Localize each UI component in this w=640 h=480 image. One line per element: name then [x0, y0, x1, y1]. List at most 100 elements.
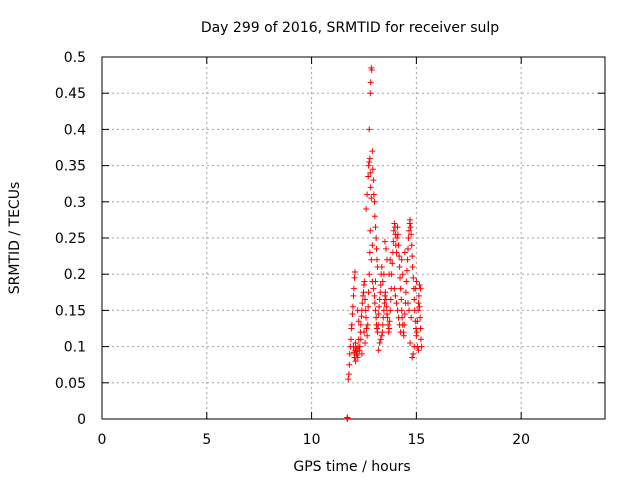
data-point [383, 303, 390, 310]
y-tick-labels: 0 0.05 0.1 0.15 0.2 0.25 0.3 0.35 0.4 0.45 0.5 [55, 50, 86, 428]
data-point [398, 256, 405, 263]
x-tick-label: 15 [407, 432, 425, 448]
data-point [413, 329, 420, 336]
data-point [370, 191, 377, 198]
data-point [393, 249, 400, 256]
y-tick-label: 0.4 [64, 122, 86, 138]
x-tick-labels: 0 5 10 15 20 [98, 432, 531, 448]
data-point [352, 339, 359, 346]
data-point [369, 148, 376, 155]
y-tick-label: 0.35 [55, 159, 86, 175]
data-point [404, 245, 411, 252]
y-tick-label: 0 [77, 412, 86, 428]
data-point [365, 173, 372, 180]
data-point [417, 285, 424, 292]
y-tick-label: 0.2 [64, 267, 86, 283]
data-point [409, 263, 416, 270]
x-axis-label: GPS time / hours [293, 459, 410, 475]
data-point [407, 224, 414, 231]
data-point [410, 274, 417, 281]
data-point [375, 311, 382, 318]
data-point [366, 271, 373, 278]
y-tick-label: 0.15 [55, 303, 86, 319]
data-point [358, 313, 365, 320]
data-point [417, 325, 424, 332]
data-point [394, 231, 401, 238]
data-point [344, 415, 351, 422]
y-tick-label: 0.05 [55, 376, 86, 392]
data-point [387, 296, 394, 303]
data-point [359, 292, 366, 299]
axis-ticks [101, 56, 605, 420]
data-point [410, 350, 417, 357]
data-point [386, 325, 393, 332]
data-point [365, 289, 372, 296]
data-point [406, 227, 413, 234]
data-point [369, 166, 376, 173]
data-point [364, 332, 371, 339]
data-point [368, 195, 375, 202]
y-tick-label: 0.45 [55, 86, 86, 102]
x-tick-label: 10 [303, 432, 321, 448]
data-point [415, 292, 422, 299]
data-point [362, 307, 369, 314]
data-point [387, 307, 394, 314]
data-point [391, 285, 398, 292]
data-point [345, 376, 352, 383]
data-point [401, 249, 408, 256]
data-point [394, 224, 401, 231]
data-point [396, 321, 403, 328]
data-point [371, 300, 378, 307]
data-point [412, 285, 419, 292]
data-point [373, 245, 380, 252]
data-point [379, 278, 386, 285]
data-point [386, 271, 393, 278]
data-point [372, 307, 379, 314]
data-point [354, 354, 361, 361]
data-point [416, 303, 423, 310]
data-point [394, 307, 401, 314]
data-point [365, 303, 372, 310]
data-point [356, 343, 363, 350]
data-point [408, 231, 415, 238]
data-point [351, 269, 358, 276]
data-point [371, 198, 378, 205]
data-point [346, 361, 353, 368]
data-point [382, 245, 389, 252]
data-point [366, 158, 373, 165]
data-point [393, 300, 400, 307]
data-point [352, 358, 359, 365]
data-point [382, 289, 389, 296]
data-point [409, 354, 416, 361]
grid-lines [102, 57, 605, 419]
data-point [373, 256, 380, 263]
data-point [375, 347, 382, 354]
data-point [354, 307, 361, 314]
data-point [397, 285, 404, 292]
data-point [346, 350, 353, 357]
data-point [390, 227, 397, 234]
data-point [389, 260, 396, 267]
data-point [370, 177, 377, 184]
data-point [367, 227, 374, 234]
data-point [396, 263, 403, 270]
data-point [400, 332, 407, 339]
data-point [413, 278, 420, 285]
data-point [395, 314, 402, 321]
data-point [404, 256, 411, 263]
data-point [367, 79, 374, 86]
y-axis-label: SRMTID / TECUs [7, 182, 23, 295]
data-point [407, 339, 414, 346]
data-point [372, 278, 379, 285]
data-point [363, 314, 370, 321]
data-points [344, 64, 425, 422]
data-point [415, 347, 422, 354]
data-point [350, 285, 357, 292]
data-point [405, 235, 412, 241]
y-tick-label: 0.3 [64, 195, 86, 211]
data-point [394, 235, 401, 241]
data-point [349, 303, 356, 310]
data-point [353, 350, 360, 357]
data-point [391, 220, 398, 227]
data-point [363, 206, 370, 213]
